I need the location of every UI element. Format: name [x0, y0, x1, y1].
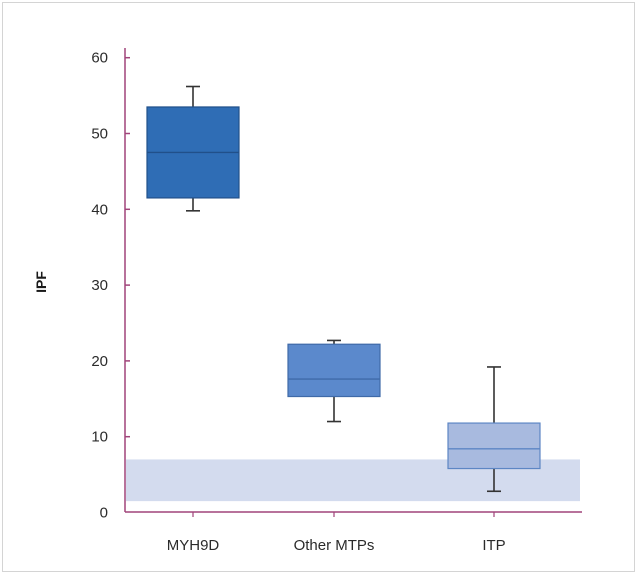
y-axis-title: IPF [33, 271, 49, 293]
x-tick-label-other-mtps: Other MTPs [294, 537, 375, 554]
iqr-box-itp [447, 422, 541, 470]
box-other-mtps [287, 339, 381, 423]
y-tick-label-10: 10 [91, 429, 108, 446]
y-tick-label-0: 0 [100, 505, 108, 522]
x-tick-label-myh9d: MYH9D [167, 537, 220, 554]
y-tick-label-40: 40 [91, 201, 108, 218]
y-tick-label-30: 30 [91, 277, 108, 294]
y-tick-label-60: 60 [91, 50, 108, 67]
y-tick-label-50: 50 [91, 126, 108, 143]
y-tick-label-20: 20 [91, 353, 108, 370]
x-tick-label-itp: ITP [482, 537, 505, 554]
box-myh9d [146, 85, 240, 212]
iqr-box-other-mtps [287, 343, 381, 398]
box-itp [447, 366, 541, 493]
